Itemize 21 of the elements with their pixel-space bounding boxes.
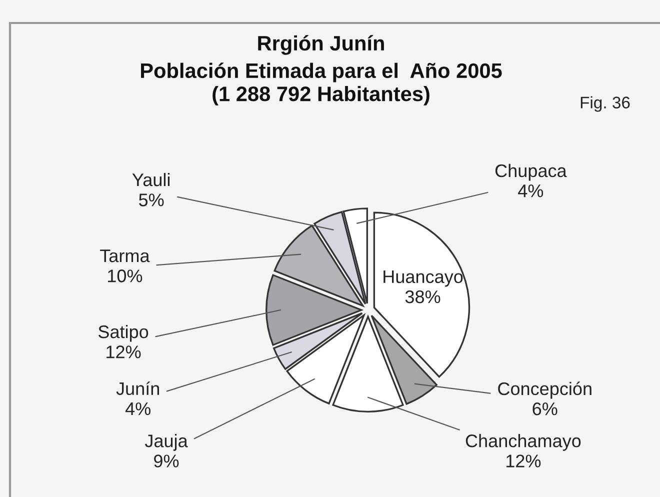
data-label: 4%: [125, 402, 150, 416]
data-label: 6%: [532, 402, 558, 416]
caption: Fig. 36: [580, 96, 630, 112]
slice-label: Junín: [116, 382, 159, 396]
data-label: 38%: [405, 290, 440, 304]
slice-label: Chanchamayo: [466, 434, 581, 451]
data-label: 5%: [138, 194, 164, 206]
data-label: 4%: [518, 184, 544, 198]
slice-label: Tarma: [100, 250, 150, 262]
chart-subtitle: Población Etimada para el Año 2005 (1 288 792 Habitantes): [141, 62, 502, 106]
data-label: 12%: [106, 346, 141, 358]
slice-label: Chupaca: [495, 164, 567, 181]
data-label: 10%: [108, 270, 142, 282]
slice-label: Huancayo: [384, 270, 463, 287]
slice-label: Satipo: [98, 324, 148, 342]
slice-label: Concepción: [498, 382, 592, 399]
data-label: 12%: [506, 454, 541, 468]
slice-label: Jauja: [144, 434, 188, 451]
data-label: 9%: [154, 454, 179, 468]
chart-title: Rrgión Junín: [258, 35, 384, 55]
slice-label: Yauli: [132, 172, 170, 186]
